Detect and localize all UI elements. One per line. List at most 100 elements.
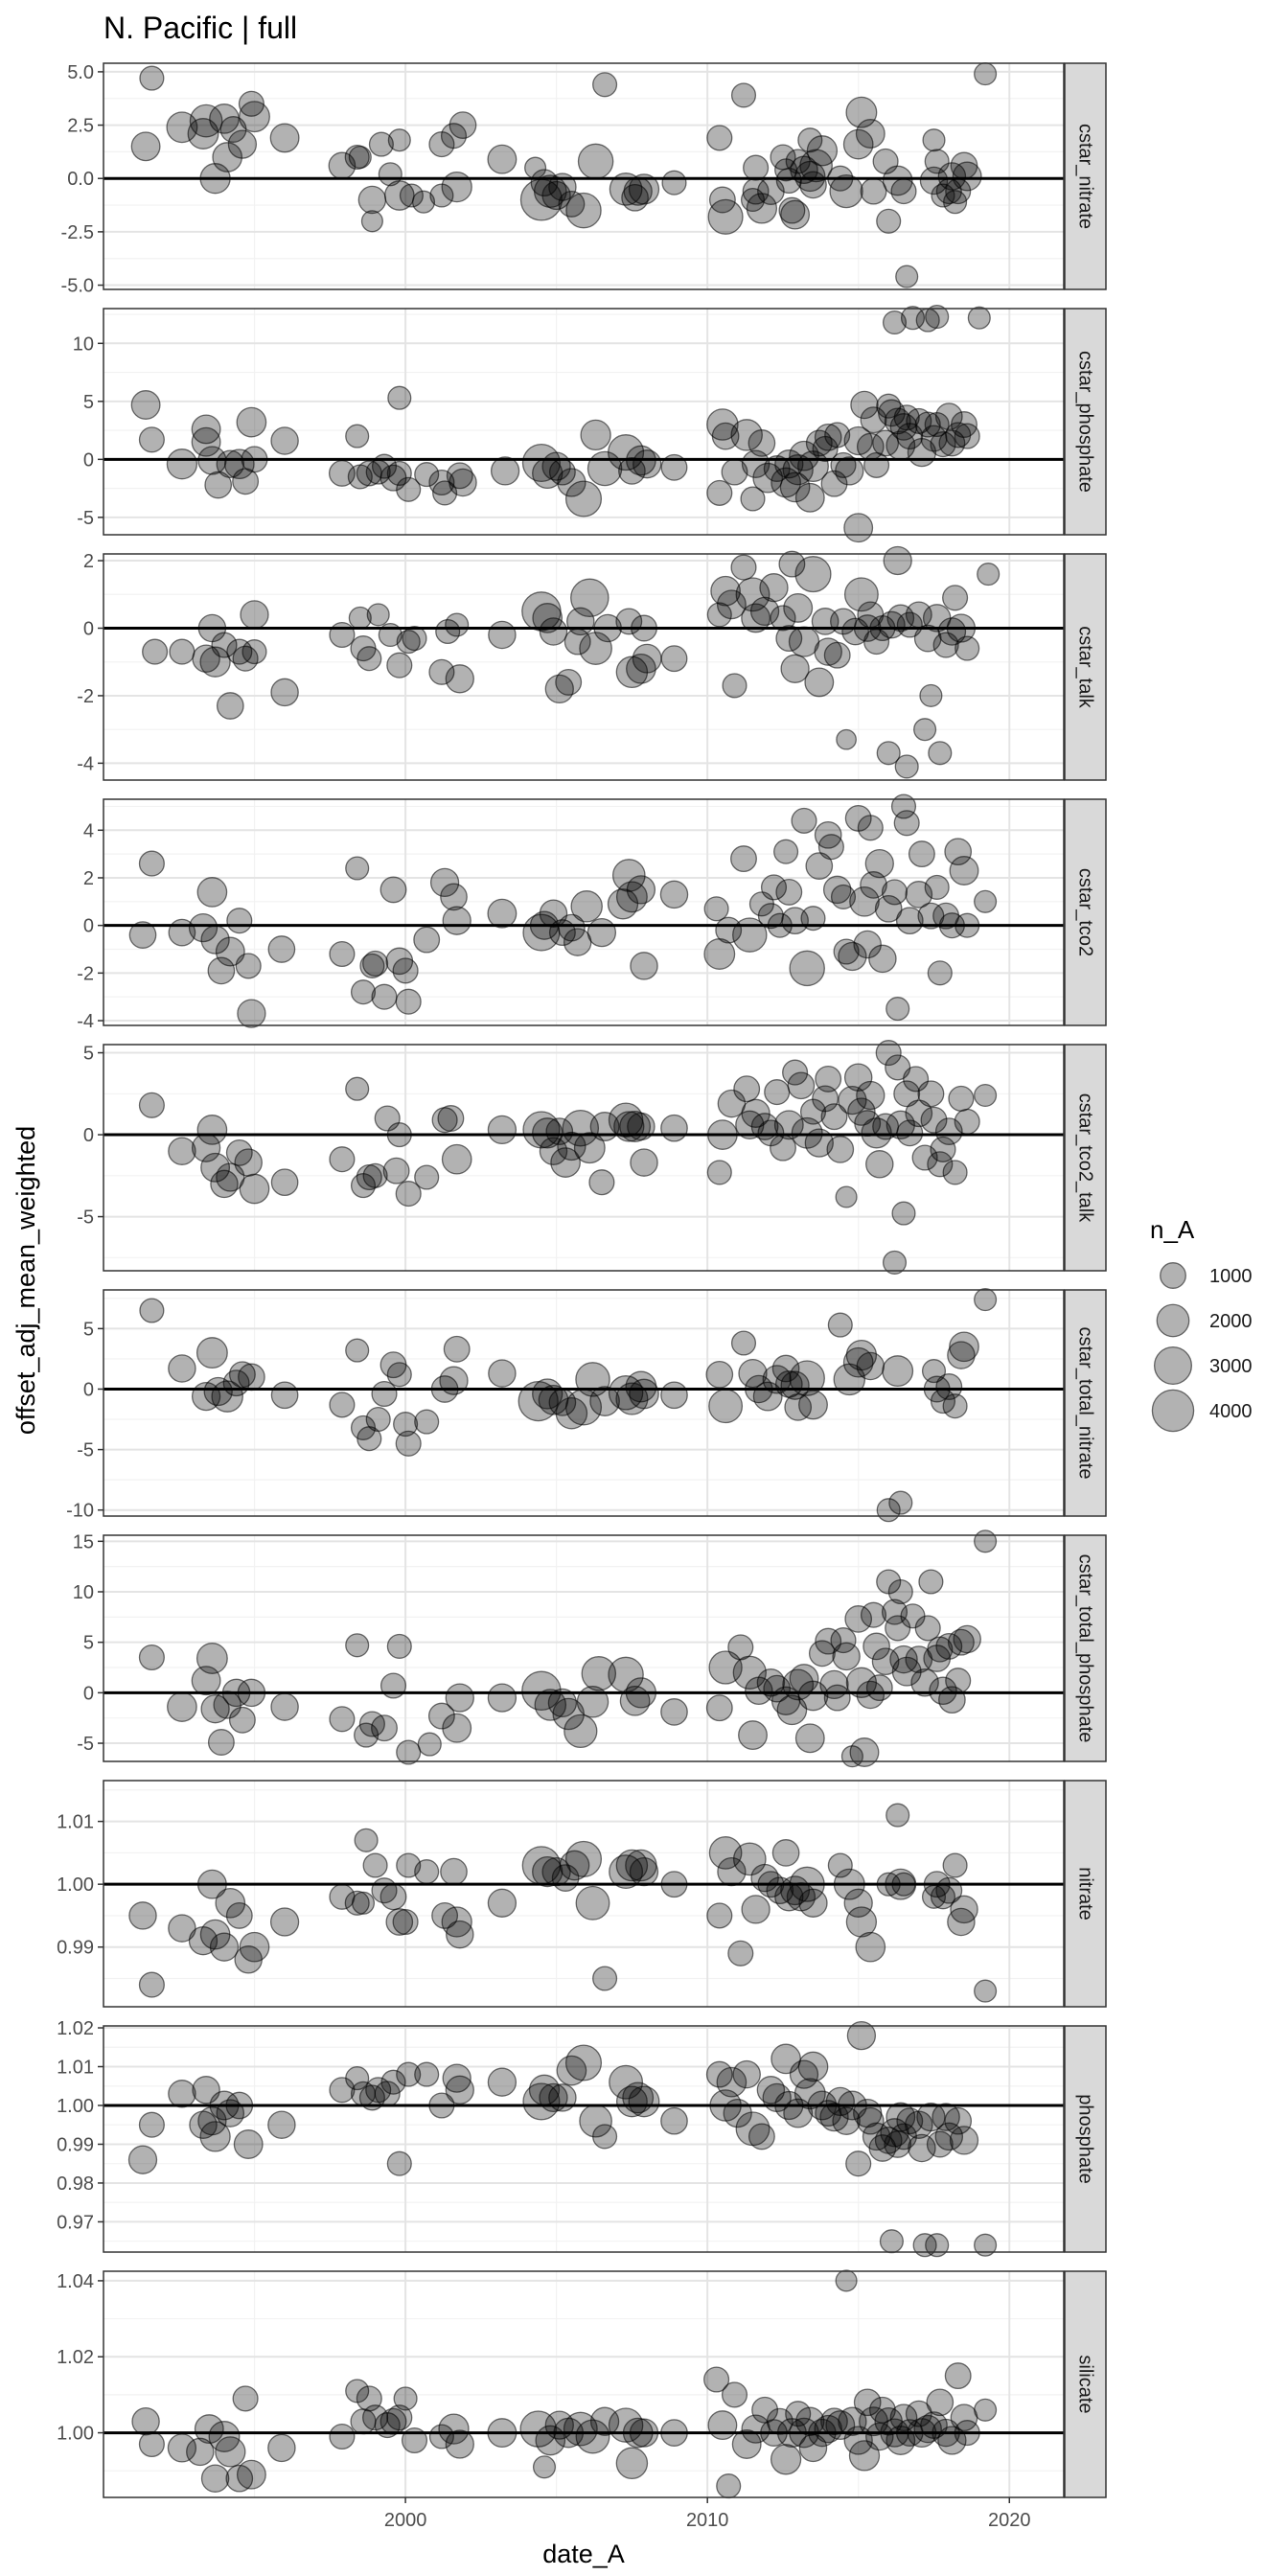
data-point xyxy=(952,161,982,192)
facet-strip xyxy=(1064,1044,1107,1272)
data-point xyxy=(203,1376,233,1407)
data-point xyxy=(399,183,424,208)
data-point xyxy=(722,673,748,699)
y-tick-label: 0.0 xyxy=(67,169,94,190)
panel-background xyxy=(104,2271,1064,2497)
data-point xyxy=(883,545,912,576)
data-point xyxy=(874,894,903,923)
data-point xyxy=(528,2074,561,2105)
y-tick-label: 2 xyxy=(83,551,94,572)
data-point xyxy=(766,1876,794,1905)
data-point xyxy=(211,632,238,658)
data-point xyxy=(532,1117,564,1149)
data-point xyxy=(200,1694,230,1724)
data-point xyxy=(773,1110,804,1140)
facet-strip-label: cstar_tco2_talk xyxy=(1075,1093,1096,1224)
data-point xyxy=(937,162,967,191)
data-point xyxy=(865,1674,893,1702)
data-point xyxy=(926,2130,954,2158)
data-point xyxy=(797,2051,829,2082)
data-point xyxy=(191,426,221,457)
data-point xyxy=(824,422,851,448)
data-point xyxy=(548,2083,577,2112)
panel-background xyxy=(104,1781,1064,2007)
data-point xyxy=(615,2085,648,2118)
data-point xyxy=(760,874,788,901)
data-point xyxy=(235,953,262,979)
data-point xyxy=(167,2433,197,2463)
data-point xyxy=(853,2388,882,2417)
data-point xyxy=(609,1854,644,1890)
data-point xyxy=(798,2433,828,2463)
data-point xyxy=(706,479,733,506)
data-point xyxy=(814,637,842,666)
data-point xyxy=(362,1852,388,1878)
data-point xyxy=(357,185,387,215)
data-point xyxy=(771,1839,800,1867)
data-point xyxy=(430,1375,459,1403)
data-point xyxy=(414,462,440,488)
data-point xyxy=(215,2436,246,2468)
data-point xyxy=(819,1669,849,1700)
data-point xyxy=(270,426,299,455)
data-point xyxy=(211,1380,243,1413)
y-tick-label: 0 xyxy=(83,916,94,937)
y-tick-label: 0.99 xyxy=(57,1938,94,1959)
y-tick-label: 0.97 xyxy=(57,2212,94,2233)
data-point xyxy=(843,577,879,612)
data-point xyxy=(843,1063,873,1092)
data-point xyxy=(916,2102,946,2132)
y-tick-label: 0 xyxy=(83,1125,94,1146)
facet-strip-label: cstar_total_nitrate xyxy=(1075,1327,1096,1480)
data-point xyxy=(208,2421,241,2452)
data-point xyxy=(589,1112,620,1141)
data-point xyxy=(168,2080,196,2108)
data-point xyxy=(660,1871,688,1898)
data-point xyxy=(949,2126,979,2155)
data-point xyxy=(128,1901,157,1930)
facet-strip-label: cstar_nitrate xyxy=(1075,124,1096,229)
data-point xyxy=(356,646,382,672)
data-point xyxy=(487,2067,518,2097)
data-point xyxy=(948,1085,975,1112)
data-point xyxy=(789,1664,819,1694)
data-point xyxy=(886,604,915,632)
panel-background xyxy=(104,554,1064,780)
data-point xyxy=(835,456,864,486)
data-point xyxy=(622,2082,655,2114)
data-point xyxy=(731,2429,762,2459)
data-point xyxy=(575,1362,610,1397)
data-point xyxy=(240,600,269,630)
data-point xyxy=(914,1615,941,1642)
y-tick-label: 5 xyxy=(83,392,94,413)
data-point xyxy=(215,1887,246,1919)
data-point xyxy=(784,1393,813,1421)
data-point xyxy=(558,913,586,942)
data-point xyxy=(269,1907,300,1937)
data-point xyxy=(706,1902,733,1929)
data-point xyxy=(944,2362,972,2390)
data-point xyxy=(730,1330,757,1356)
data-point xyxy=(239,1931,270,1963)
data-point xyxy=(943,190,968,215)
data-point xyxy=(487,2418,518,2449)
data-point xyxy=(564,2044,603,2082)
data-point xyxy=(838,941,867,972)
data-point xyxy=(589,2406,620,2436)
data-point xyxy=(191,414,221,445)
data-point xyxy=(707,198,744,235)
data-point xyxy=(770,2444,802,2475)
y-tick-label: 5 xyxy=(83,1633,94,1654)
data-point xyxy=(239,1173,270,1205)
data-point xyxy=(487,898,518,929)
y-tick-label: 1.01 xyxy=(57,1812,94,1833)
data-point xyxy=(194,2414,224,2445)
data-point xyxy=(741,1895,770,1924)
data-point xyxy=(385,1908,414,1936)
data-point xyxy=(974,2398,998,2422)
data-point xyxy=(856,1680,886,1710)
data-point xyxy=(138,1092,165,1118)
data-point xyxy=(836,728,857,750)
y-tick-label: 15 xyxy=(73,1531,94,1552)
